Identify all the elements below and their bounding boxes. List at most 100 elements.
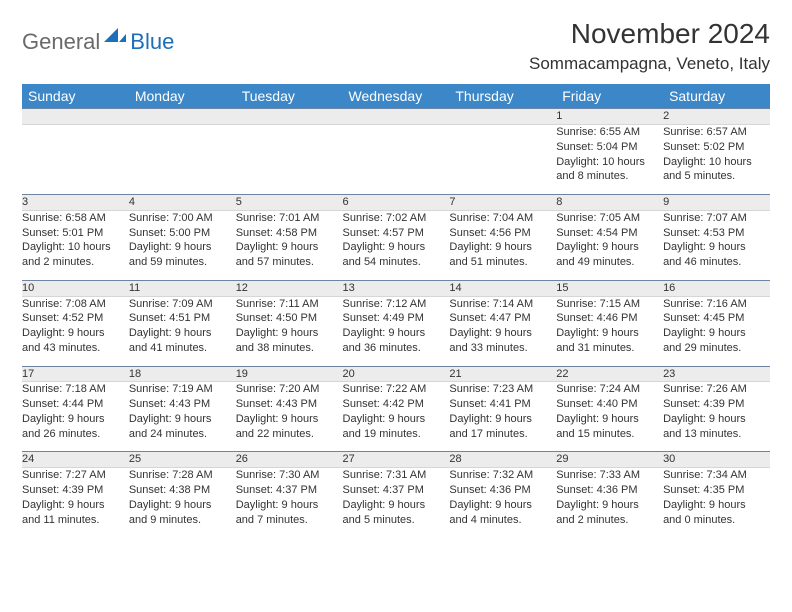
day-number: 23 xyxy=(663,366,770,382)
day-number: 26 xyxy=(236,452,343,468)
sunset-text: Sunset: 4:40 PM xyxy=(556,397,663,412)
day-cell: Sunrise: 7:32 AMSunset: 4:36 PMDaylight:… xyxy=(449,468,556,538)
daylight2-text: and 41 minutes. xyxy=(129,341,236,356)
sunrise-text: Sunrise: 7:05 AM xyxy=(556,211,663,226)
sunrise-text: Sunrise: 7:08 AM xyxy=(22,297,129,312)
daylight2-text: and 11 minutes. xyxy=(22,513,129,528)
daylight1-text: Daylight: 9 hours xyxy=(343,326,450,341)
sunset-text: Sunset: 4:37 PM xyxy=(343,483,450,498)
day-cell: Sunrise: 6:55 AMSunset: 5:04 PMDaylight:… xyxy=(556,124,663,194)
day-content-row: Sunrise: 7:08 AMSunset: 4:52 PMDaylight:… xyxy=(22,296,770,366)
daylight2-text: and 0 minutes. xyxy=(663,513,770,528)
day-number: 2 xyxy=(663,109,770,125)
sunrise-text: Sunrise: 7:33 AM xyxy=(556,468,663,483)
day-number: 28 xyxy=(449,452,556,468)
sunset-text: Sunset: 4:39 PM xyxy=(663,397,770,412)
daylight1-text: Daylight: 9 hours xyxy=(449,240,556,255)
daylight2-text: and 5 minutes. xyxy=(343,513,450,528)
weekday-header: Wednesday xyxy=(343,84,450,109)
day-cell: Sunrise: 7:34 AMSunset: 4:35 PMDaylight:… xyxy=(663,468,770,538)
sunset-text: Sunset: 5:04 PM xyxy=(556,140,663,155)
day-content-row: Sunrise: 7:27 AMSunset: 4:39 PMDaylight:… xyxy=(22,468,770,538)
daylight2-text: and 26 minutes. xyxy=(22,427,129,442)
day-number: 19 xyxy=(236,366,343,382)
day-cell xyxy=(236,124,343,194)
day-number: 27 xyxy=(343,452,450,468)
daylight1-text: Daylight: 9 hours xyxy=(663,326,770,341)
daylight2-text: and 57 minutes. xyxy=(236,255,343,270)
sunset-text: Sunset: 4:37 PM xyxy=(236,483,343,498)
day-cell: Sunrise: 7:00 AMSunset: 5:00 PMDaylight:… xyxy=(129,210,236,280)
sunrise-text: Sunrise: 6:58 AM xyxy=(22,211,129,226)
day-number-row: 24252627282930 xyxy=(22,452,770,468)
sunrise-text: Sunrise: 7:11 AM xyxy=(236,297,343,312)
sunset-text: Sunset: 4:41 PM xyxy=(449,397,556,412)
day-number: 13 xyxy=(343,280,450,296)
daylight2-text: and 59 minutes. xyxy=(129,255,236,270)
day-number: 15 xyxy=(556,280,663,296)
day-cell: Sunrise: 7:27 AMSunset: 4:39 PMDaylight:… xyxy=(22,468,129,538)
day-number: 16 xyxy=(663,280,770,296)
day-content-row: Sunrise: 6:55 AMSunset: 5:04 PMDaylight:… xyxy=(22,124,770,194)
sunrise-text: Sunrise: 6:57 AM xyxy=(663,125,770,140)
daylight1-text: Daylight: 9 hours xyxy=(236,498,343,513)
daylight1-text: Daylight: 9 hours xyxy=(22,326,129,341)
daylight1-text: Daylight: 9 hours xyxy=(343,412,450,427)
month-title: November 2024 xyxy=(529,18,770,50)
daylight1-text: Daylight: 9 hours xyxy=(556,498,663,513)
day-cell: Sunrise: 7:19 AMSunset: 4:43 PMDaylight:… xyxy=(129,382,236,452)
sunrise-text: Sunrise: 7:00 AM xyxy=(129,211,236,226)
day-cell: Sunrise: 7:09 AMSunset: 4:51 PMDaylight:… xyxy=(129,296,236,366)
day-number-row: 3456789 xyxy=(22,194,770,210)
sunrise-text: Sunrise: 7:28 AM xyxy=(129,468,236,483)
sunrise-text: Sunrise: 7:01 AM xyxy=(236,211,343,226)
daylight1-text: Daylight: 9 hours xyxy=(129,498,236,513)
day-cell xyxy=(449,124,556,194)
day-number: 1 xyxy=(556,109,663,125)
day-number xyxy=(22,109,129,125)
weekday-header: Thursday xyxy=(449,84,556,109)
daylight2-text: and 15 minutes. xyxy=(556,427,663,442)
day-cell: Sunrise: 7:18 AMSunset: 4:44 PMDaylight:… xyxy=(22,382,129,452)
sunrise-text: Sunrise: 7:15 AM xyxy=(556,297,663,312)
sunset-text: Sunset: 4:49 PM xyxy=(343,311,450,326)
day-number: 30 xyxy=(663,452,770,468)
daylight2-text: and 51 minutes. xyxy=(449,255,556,270)
day-cell: Sunrise: 7:24 AMSunset: 4:40 PMDaylight:… xyxy=(556,382,663,452)
day-number: 17 xyxy=(22,366,129,382)
sunrise-text: Sunrise: 7:31 AM xyxy=(343,468,450,483)
day-cell: Sunrise: 6:57 AMSunset: 5:02 PMDaylight:… xyxy=(663,124,770,194)
sunrise-text: Sunrise: 7:09 AM xyxy=(129,297,236,312)
daylight1-text: Daylight: 10 hours xyxy=(663,155,770,170)
daylight2-text: and 7 minutes. xyxy=(236,513,343,528)
weekday-header: Sunday xyxy=(22,84,129,109)
day-number: 11 xyxy=(129,280,236,296)
sunset-text: Sunset: 4:54 PM xyxy=(556,226,663,241)
daylight1-text: Daylight: 9 hours xyxy=(343,498,450,513)
day-cell: Sunrise: 7:08 AMSunset: 4:52 PMDaylight:… xyxy=(22,296,129,366)
sunset-text: Sunset: 4:38 PM xyxy=(129,483,236,498)
day-cell: Sunrise: 7:20 AMSunset: 4:43 PMDaylight:… xyxy=(236,382,343,452)
day-cell: Sunrise: 7:28 AMSunset: 4:38 PMDaylight:… xyxy=(129,468,236,538)
weekday-header: Friday xyxy=(556,84,663,109)
daylight2-text: and 8 minutes. xyxy=(556,169,663,184)
day-cell: Sunrise: 7:02 AMSunset: 4:57 PMDaylight:… xyxy=(343,210,450,280)
daylight2-text: and 43 minutes. xyxy=(22,341,129,356)
sunrise-text: Sunrise: 7:04 AM xyxy=(449,211,556,226)
logo-blue: Blue xyxy=(130,29,174,55)
weekday-header: Saturday xyxy=(663,84,770,109)
sunset-text: Sunset: 4:35 PM xyxy=(663,483,770,498)
daylight2-text: and 4 minutes. xyxy=(449,513,556,528)
daylight2-text: and 2 minutes. xyxy=(556,513,663,528)
sunset-text: Sunset: 4:44 PM xyxy=(22,397,129,412)
sunrise-text: Sunrise: 7:20 AM xyxy=(236,382,343,397)
logo-sail-icon xyxy=(104,26,126,47)
day-cell: Sunrise: 7:31 AMSunset: 4:37 PMDaylight:… xyxy=(343,468,450,538)
daylight2-text: and 22 minutes. xyxy=(236,427,343,442)
day-cell: Sunrise: 7:14 AMSunset: 4:47 PMDaylight:… xyxy=(449,296,556,366)
sunrise-text: Sunrise: 7:16 AM xyxy=(663,297,770,312)
daylight2-text: and 31 minutes. xyxy=(556,341,663,356)
day-number-row: 17181920212223 xyxy=(22,366,770,382)
day-content-row: Sunrise: 7:18 AMSunset: 4:44 PMDaylight:… xyxy=(22,382,770,452)
day-cell: Sunrise: 7:30 AMSunset: 4:37 PMDaylight:… xyxy=(236,468,343,538)
